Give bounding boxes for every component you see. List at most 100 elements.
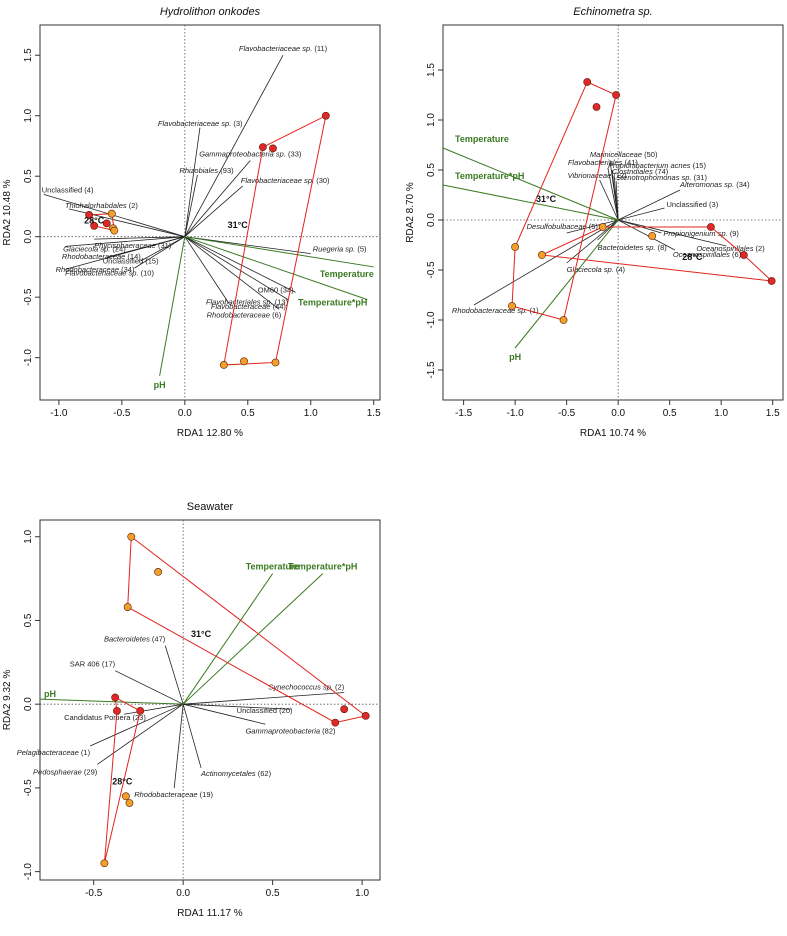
taxon-label: Actinomycetales (62) bbox=[200, 769, 272, 778]
x-tick-label: -0.5 bbox=[558, 408, 576, 419]
taxon-vector bbox=[65, 236, 185, 247]
env-label: Temperature*pH bbox=[455, 171, 524, 181]
taxon-label: Synechococcus sp. (2) bbox=[268, 682, 344, 691]
taxon-vector bbox=[599, 179, 619, 221]
sample-point-31c bbox=[331, 718, 340, 727]
taxon-label: Propionibacterium acnes (15) bbox=[608, 161, 706, 170]
panel-title: Hydrolithon onkodes bbox=[160, 6, 261, 18]
sample-point-28c bbox=[219, 361, 228, 369]
taxon-vector bbox=[618, 219, 727, 247]
x-tick-label: 1.0 bbox=[714, 408, 728, 419]
x-tick-label: 1.0 bbox=[355, 888, 369, 899]
sample-point-28c bbox=[538, 251, 546, 259]
y-tick-label: -1.0 bbox=[426, 311, 437, 329]
env-vector bbox=[184, 236, 374, 268]
x-axis-label: RDA1 11.17 % bbox=[177, 908, 243, 919]
sample-point-31c bbox=[111, 693, 120, 702]
y-tick-label: -1.0 bbox=[23, 349, 34, 367]
y-tick-label: 1.5 bbox=[426, 63, 437, 77]
x-tick-label: 1.5 bbox=[766, 408, 780, 419]
env-vector bbox=[514, 219, 619, 349]
taxon-vector bbox=[183, 692, 345, 705]
y-tick-label: -0.5 bbox=[23, 779, 34, 797]
taxon-label: Rhodobacteraceae (6) bbox=[207, 310, 282, 319]
rda-panel-2: Echinometra sp. -1.5 -1.0 -0.5 0.0 0.5 1.0 1.5 -… bbox=[405, 6, 784, 439]
x-tick-label: 0.0 bbox=[176, 888, 190, 899]
y-tick-label: -0.5 bbox=[426, 261, 437, 279]
taxon-label: Gammaproteobacteria (82) bbox=[245, 726, 336, 735]
taxon-label: Stenotrophomonas sp. (31) bbox=[616, 173, 707, 182]
taxon-vector bbox=[140, 236, 186, 262]
taxon-label: Bacteroidetes sp. (8) bbox=[598, 243, 668, 252]
y-axis-label: RDA2 9.32 % bbox=[2, 670, 13, 731]
sample-point-28c bbox=[110, 226, 119, 235]
taxon-label: Flavobacteriaceae sp. (10) bbox=[65, 268, 154, 277]
taxon-vector bbox=[184, 185, 244, 237]
taxon-vector bbox=[617, 189, 681, 221]
taxon-label: Flavobacteraceae (44) bbox=[211, 302, 287, 311]
x-tick-label: 1.5 bbox=[367, 408, 381, 419]
env-vector bbox=[442, 147, 619, 221]
rda-panel-1: Hydrolithon onkodes -1.0 -0.5 0.0 0.5 1.0 1.5 -… bbox=[2, 6, 381, 439]
taxon-vector bbox=[184, 236, 311, 255]
taxon-vector bbox=[124, 703, 184, 715]
x-tick-label: 0.0 bbox=[611, 408, 625, 419]
y-tick-label: 1.5 bbox=[23, 48, 34, 62]
group-label: 31°C bbox=[191, 629, 212, 639]
x-tick-label: 0.0 bbox=[178, 408, 192, 419]
x-tick-label: -1.5 bbox=[455, 408, 473, 419]
panel-title: Echinometra sp. bbox=[573, 6, 652, 18]
taxon-label: Rhodobacteraceae (19) bbox=[134, 790, 213, 799]
group-label: 28°C bbox=[84, 215, 105, 225]
taxon-vector bbox=[94, 236, 185, 240]
x-axis-label: RDA1 10.74 % bbox=[580, 428, 646, 439]
sample-point-28c bbox=[121, 792, 130, 801]
sample-point-31c bbox=[340, 705, 349, 714]
sample-point-31c bbox=[85, 211, 94, 219]
env-vector bbox=[159, 236, 186, 376]
taxon-vector bbox=[184, 236, 280, 310]
env-label: pH bbox=[44, 689, 56, 699]
taxon-vector bbox=[183, 703, 291, 710]
group-label: 31°C bbox=[536, 194, 557, 204]
taxon-label: Marinicellaceae (50) bbox=[590, 150, 658, 159]
x-tick-label: -1.0 bbox=[50, 408, 68, 419]
taxon-vector bbox=[184, 127, 201, 237]
panel-title: Seawater bbox=[187, 501, 234, 513]
x-tick-label: -0.5 bbox=[113, 408, 131, 419]
taxon-vector bbox=[184, 236, 230, 304]
taxon-label: SAR 406 (17) bbox=[70, 660, 116, 669]
y-tick-label: 0.5 bbox=[23, 613, 34, 627]
taxon-label: OM60 (34) bbox=[258, 285, 294, 294]
taxon-label: Thiohalorhabdales (2) bbox=[65, 201, 138, 210]
sample-point-31c bbox=[767, 277, 776, 285]
env-label: Temperature bbox=[320, 269, 374, 279]
taxon-label: Unclassified (15) bbox=[103, 256, 159, 265]
env-label: pH bbox=[509, 352, 521, 362]
x-tick-label: -0.5 bbox=[85, 888, 103, 899]
y-tick-label: 0.5 bbox=[23, 169, 34, 183]
sample-point-31c bbox=[90, 221, 99, 230]
taxon-label: Pedosphaerae (29) bbox=[33, 767, 98, 776]
x-tick-label: 0.5 bbox=[663, 408, 677, 419]
y-tick-label: 1.0 bbox=[23, 108, 34, 122]
y-tick-label: -0.5 bbox=[23, 288, 34, 306]
taxon-label: Alteromonas sp. (34) bbox=[679, 180, 750, 189]
env-vector bbox=[184, 236, 368, 301]
taxon-label: Rhodobacteraceae sp. (1) bbox=[452, 306, 539, 315]
taxon-vector bbox=[607, 167, 619, 221]
taxon-label: Clostridiales (74) bbox=[612, 167, 669, 176]
env-label: Temperature*pH bbox=[288, 562, 357, 572]
env-label: Temperature bbox=[246, 562, 300, 572]
sample-point-28c bbox=[127, 532, 136, 541]
taxon-label: Bacteroidetes (47) bbox=[104, 635, 166, 644]
y-tick-label: 0.0 bbox=[426, 213, 437, 227]
taxon-label: Rhodobacteraceae (14) bbox=[62, 252, 141, 261]
taxon-vector bbox=[134, 236, 186, 269]
sample-point-28c bbox=[125, 799, 134, 807]
taxon-vector bbox=[617, 219, 676, 251]
plot-frame bbox=[39, 24, 381, 401]
env-vector bbox=[442, 184, 619, 221]
taxon-label: Flavobacteriaceae sp. (11) bbox=[239, 44, 328, 53]
